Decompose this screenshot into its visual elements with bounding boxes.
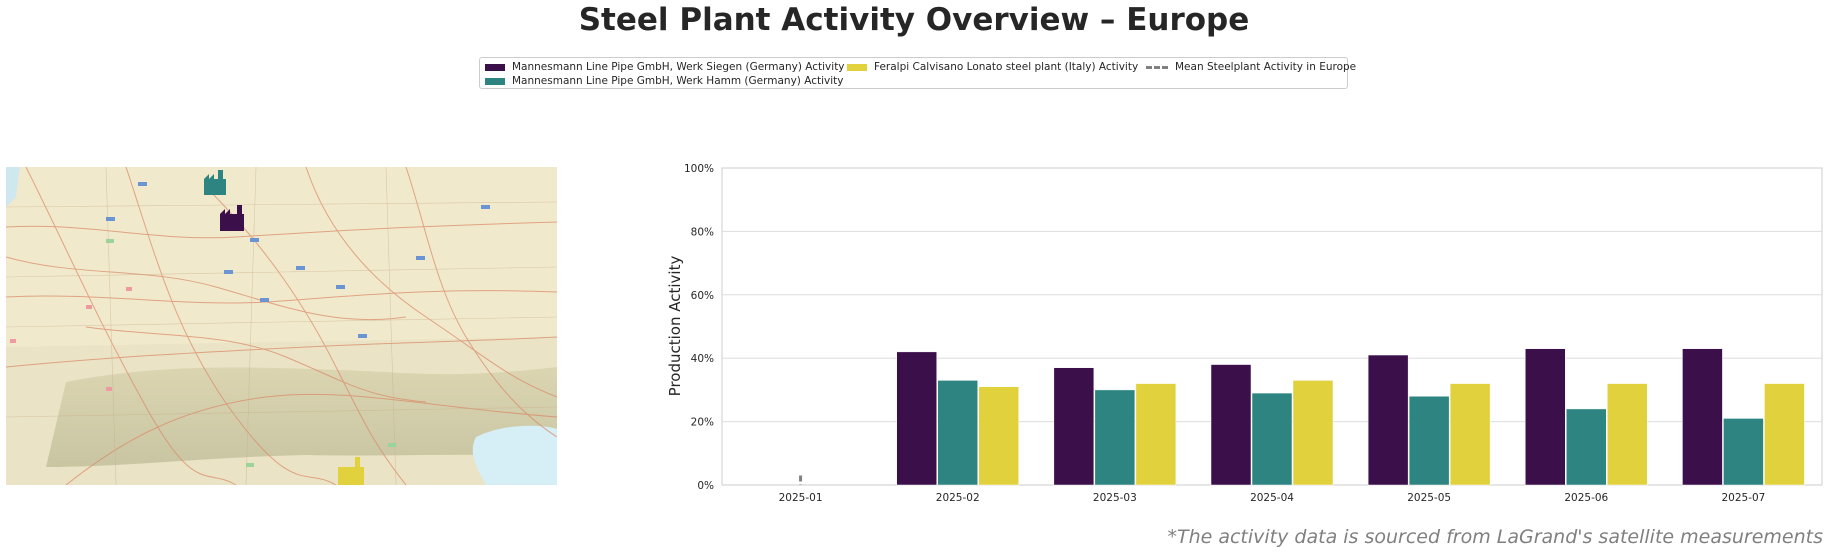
legend-label-hamm: Mannesmann Line Pipe GmbH, Werk Hamm (Ge… — [512, 75, 844, 87]
x-tick-label: 2025-04 — [1250, 492, 1294, 504]
bar — [1210, 364, 1252, 486]
bar — [1764, 383, 1805, 486]
chart-title: Steel Plant Activity Overview – Europe — [578, 2, 1250, 38]
y-tick-label: 60% — [691, 290, 714, 302]
legend-swatch-mean — [1146, 65, 1168, 69]
footnote: *The activity data is sourced from LaGra… — [1167, 526, 1823, 548]
y-tick-label: 100% — [684, 163, 714, 175]
legend-item-hamm: Mannesmann Line Pipe GmbH, Werk Hamm (Ge… — [485, 75, 844, 87]
x-tick-label: 2025-07 — [1721, 492, 1765, 504]
bar — [1449, 383, 1491, 486]
factory-icon-hamm — [204, 170, 226, 195]
legend-label-mean: Mean Steelplant Activity in Europe — [1175, 61, 1357, 73]
x-tick-label: 2025-03 — [1093, 492, 1137, 504]
bar — [937, 380, 978, 486]
bar — [1251, 392, 1293, 486]
x-tick-label: 2025-01 — [779, 492, 823, 504]
bar — [1408, 395, 1450, 486]
bar — [1525, 348, 1566, 486]
legend-label-feralpi: Feralpi Calvisano Lonato steel plant (It… — [874, 61, 1139, 73]
x-axis: 2025-01 2025-02 2025-03 2025-04 2025-05 2025-… — [779, 492, 1766, 504]
x-tick-label: 2025-05 — [1407, 492, 1451, 504]
y-tick-label: 20% — [691, 417, 714, 429]
legend-swatch-siegen — [485, 63, 505, 71]
legend-item-mean: Mean Steelplant Activity in Europe — [1146, 61, 1356, 73]
factory-icon-feralpi — [338, 457, 364, 485]
legend-item-siegen: Mannesmann Line Pipe GmbH, Werk Siegen (… — [485, 61, 845, 73]
y-axis-label: Production Activity — [666, 256, 684, 397]
bar — [1566, 408, 1607, 486]
bar — [1367, 354, 1409, 486]
y-tick-label: 0% — [697, 480, 714, 492]
bar — [1723, 418, 1764, 486]
bar — [1094, 389, 1136, 486]
legend-item-feralpi: Feralpi Calvisano Lonato steel plant (It… — [847, 61, 1138, 73]
legend-swatch-feralpi — [847, 63, 867, 71]
factory-icon-siegen — [220, 205, 244, 231]
bar — [1682, 348, 1723, 486]
legend-swatch-hamm — [485, 77, 505, 85]
x-tick-label: 2025-06 — [1564, 492, 1608, 504]
bar — [1135, 383, 1177, 486]
plant-location-map — [6, 167, 557, 485]
bars — [799, 348, 1805, 486]
y-axis: 0% 20% 40% 60% 80% 100% — [684, 163, 714, 492]
bar — [1292, 380, 1334, 486]
legend-label-siegen: Mannesmann Line Pipe GmbH, Werk Siegen (… — [512, 61, 845, 73]
map-image — [6, 167, 557, 485]
y-tick-label: 80% — [691, 226, 714, 238]
bar — [1053, 367, 1095, 486]
bar — [1607, 383, 1648, 486]
bar — [896, 351, 937, 486]
legend: Mannesmann Line Pipe GmbH, Werk Siegen (… — [479, 57, 1356, 89]
x-tick-label: 2025-02 — [936, 492, 980, 504]
y-tick-label: 40% — [691, 353, 714, 365]
bar — [978, 386, 1019, 486]
